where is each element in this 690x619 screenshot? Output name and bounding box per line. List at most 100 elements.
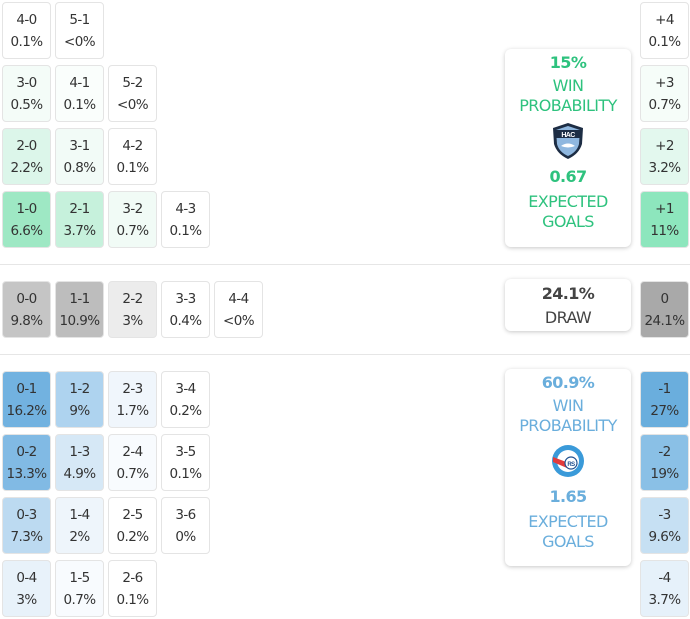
score-probability: 0.1%: [10, 33, 44, 50]
score-label: 2-1: [69, 200, 90, 217]
score-label: 5-2: [122, 74, 143, 91]
margin-label: -2: [658, 443, 671, 460]
score-probability: 0.2%: [116, 528, 150, 545]
score-cell: 4-1 0.1%: [55, 65, 104, 122]
score-cell: 2-2 3%: [108, 281, 157, 338]
goals-label: GOALS: [542, 532, 594, 551]
score-probability: 0.5%: [10, 96, 44, 113]
score-cell: 2-6 0.1%: [108, 560, 157, 617]
score-probability: 2%: [69, 528, 90, 545]
margin-label: 0: [660, 290, 670, 307]
goals-label: GOALS: [542, 212, 594, 231]
score-cell: 2-0 2.2%: [2, 128, 51, 185]
score-label: 2-0: [16, 137, 37, 154]
score-cell: 4-0 0.1%: [2, 2, 51, 59]
score-probability: 0.2%: [169, 402, 203, 419]
score-probability: 16.2%: [6, 402, 47, 419]
score-probability: 0.7%: [116, 222, 150, 239]
score-cell: 3-6 0%: [161, 497, 210, 554]
score-probability: 3%: [122, 312, 143, 329]
score-label: 3-1: [69, 137, 90, 154]
home-win-probability: 15%: [549, 53, 587, 72]
margin-cell: -3 9.6%: [640, 497, 689, 554]
score-label: 2-5: [122, 506, 143, 523]
probability-label: PROBABILITY: [519, 96, 617, 115]
score-label: 0-2: [16, 443, 37, 460]
draw-probability: 24.1%: [541, 283, 595, 303]
margin-probability: 3.2%: [648, 159, 682, 176]
margin-probability: 0.7%: [648, 96, 682, 113]
score-probability: 0.8%: [63, 159, 97, 176]
score-label: 2-6: [122, 569, 143, 586]
score-label: 4-2: [122, 137, 143, 154]
score-label: 5-1: [69, 11, 90, 28]
score-probability: 0%: [175, 528, 196, 545]
score-probability: 0.1%: [116, 159, 150, 176]
score-probability: 0.4%: [169, 312, 203, 329]
margin-label: -3: [658, 506, 671, 523]
score-label: 1-0: [16, 200, 37, 217]
score-label: 3-5: [175, 443, 196, 460]
score-cell: 2-3 1.7%: [108, 371, 157, 428]
score-cell: 1-1 10.9%: [55, 281, 104, 338]
score-probability: 13.3%: [6, 465, 47, 482]
score-probability: 0.7%: [63, 591, 97, 608]
score-cell: 0-4 3%: [2, 560, 51, 617]
score-label: 4-3: [175, 200, 196, 217]
draw-label: DRAW: [544, 307, 592, 327]
margin-probability: 27%: [650, 402, 679, 419]
score-probability: 1.7%: [116, 402, 150, 419]
score-label: 1-4: [69, 506, 90, 523]
expected-label: EXPECTED: [528, 512, 608, 531]
score-probability: 0.1%: [169, 222, 203, 239]
margin-label: +4: [655, 11, 674, 28]
score-cell: 5-2 <0%: [108, 65, 157, 122]
score-probability: 0.7%: [116, 465, 150, 482]
score-cell: 3-3 0.4%: [161, 281, 210, 338]
win-label: WIN: [552, 396, 584, 415]
margin-label: +2: [655, 137, 674, 154]
margin-cell: -2 19%: [640, 434, 689, 491]
home-win-card: 15% WIN PROBABILITY HAC 0.67 EXPECTED GO…: [505, 49, 631, 247]
score-cell: 0-3 7.3%: [2, 497, 51, 554]
margin-cell: 0 24.1%: [640, 281, 689, 338]
score-probability: 10.9%: [59, 312, 100, 329]
score-label: 3-2: [122, 200, 143, 217]
score-label: 4-4: [228, 290, 249, 307]
score-cell: 3-5 0.1%: [161, 434, 210, 491]
score-probability: 6.6%: [10, 222, 44, 239]
home-team-logo-icon: HAC: [553, 123, 583, 159]
margin-label: +1: [655, 200, 674, 217]
score-cell: 2-4 0.7%: [108, 434, 157, 491]
margin-probability: 24.1%: [644, 312, 685, 329]
score-label: 1-5: [69, 569, 90, 586]
away-expected-goals: 1.65: [549, 487, 587, 506]
score-label: 0-0: [16, 290, 37, 307]
score-label: 0-1: [16, 380, 37, 397]
score-cell: 3-0 0.5%: [2, 65, 51, 122]
score-probability: 0.1%: [63, 96, 97, 113]
score-cell: 3-2 0.7%: [108, 191, 157, 248]
score-cell: 1-2 9%: [55, 371, 104, 428]
svg-text:RS: RS: [567, 462, 575, 468]
score-probability: 4.9%: [63, 465, 97, 482]
score-cell: 5-1 <0%: [55, 2, 104, 59]
probability-label: PROBABILITY: [519, 416, 617, 435]
margin-probability: 11%: [650, 222, 679, 239]
score-cell: 1-4 2%: [55, 497, 104, 554]
score-cell: 4-2 0.1%: [108, 128, 157, 185]
score-probability: 7.3%: [10, 528, 44, 545]
score-cell: 3-4 0.2%: [161, 371, 210, 428]
score-label: 1-2: [69, 380, 90, 397]
score-probability: 3.7%: [63, 222, 97, 239]
score-label: 4-0: [16, 11, 37, 28]
margin-cell: +1 11%: [640, 191, 689, 248]
margin-probability: 0.1%: [648, 33, 682, 50]
away-win-card: 60.9% WIN PROBABILITY RS 1.65 EXPECTED G…: [505, 369, 631, 566]
score-cell: 3-1 0.8%: [55, 128, 104, 185]
score-probability: 3%: [16, 591, 37, 608]
score-probability: 9.8%: [10, 312, 44, 329]
margin-cell: +4 0.1%: [640, 2, 689, 59]
section-divider: [0, 354, 690, 355]
draw-card: 24.1% DRAW: [505, 279, 631, 331]
